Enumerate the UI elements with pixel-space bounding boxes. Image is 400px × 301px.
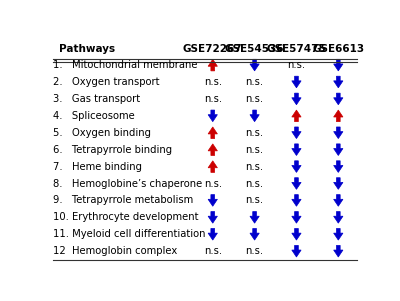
Text: n.s.: n.s. [204,94,222,104]
Polygon shape [250,212,259,223]
Polygon shape [334,127,343,138]
Text: 2.   Oxygen transport: 2. Oxygen transport [53,77,160,87]
Polygon shape [292,212,301,223]
Polygon shape [292,178,301,189]
Text: GSE57475: GSE57475 [266,44,326,54]
Polygon shape [292,144,301,156]
Text: 6.   Tetrapyrrole binding: 6. Tetrapyrrole binding [53,145,172,155]
Text: 11. Myeloid cell differentiation: 11. Myeloid cell differentiation [53,229,206,239]
Polygon shape [334,178,343,189]
Text: n.s.: n.s. [246,128,264,138]
Polygon shape [208,212,218,223]
Text: 12  Hemoglobin complex: 12 Hemoglobin complex [53,246,177,256]
Polygon shape [292,161,301,172]
Text: Pathways: Pathways [59,44,116,54]
Text: n.s.: n.s. [246,162,264,172]
Polygon shape [334,228,343,240]
Text: n.s.: n.s. [246,77,264,87]
Text: GSE6613: GSE6613 [312,44,364,54]
Text: GSE72267: GSE72267 [183,44,242,54]
Text: GSE54536: GSE54536 [225,44,284,54]
Polygon shape [292,93,301,105]
Polygon shape [334,110,343,122]
Text: n.s.: n.s. [246,94,264,104]
Polygon shape [292,110,301,122]
Polygon shape [292,127,301,138]
Text: n.s.: n.s. [204,246,222,256]
Polygon shape [334,59,343,71]
Text: 3.   Gas transport: 3. Gas transport [53,94,140,104]
Polygon shape [208,59,218,71]
Polygon shape [334,195,343,206]
Text: 7.   Heme binding: 7. Heme binding [53,162,142,172]
Polygon shape [334,212,343,223]
Text: n.s.: n.s. [287,60,306,70]
Polygon shape [334,76,343,88]
Polygon shape [250,110,259,122]
Polygon shape [334,144,343,156]
Text: 9.   Tetrapyrrole metabolism: 9. Tetrapyrrole metabolism [53,195,193,206]
Polygon shape [292,228,301,240]
Text: 10. Erythrocyte development: 10. Erythrocyte development [53,213,198,222]
Polygon shape [208,161,218,172]
Polygon shape [292,76,301,88]
Polygon shape [292,195,301,206]
Polygon shape [208,195,218,206]
Text: 1.   Mitochondrial membrane: 1. Mitochondrial membrane [53,60,198,70]
Polygon shape [208,127,218,138]
Polygon shape [334,245,343,257]
Text: 8.   Hemoglobine’s chaperone: 8. Hemoglobine’s chaperone [53,178,202,188]
Text: n.s.: n.s. [204,178,222,188]
Polygon shape [208,228,218,240]
Text: 4.   Spliceosome: 4. Spliceosome [53,111,135,121]
Polygon shape [334,161,343,172]
Polygon shape [250,59,259,71]
Polygon shape [250,228,259,240]
Polygon shape [292,245,301,257]
Polygon shape [334,93,343,105]
Polygon shape [208,144,218,156]
Text: n.s.: n.s. [246,195,264,206]
Text: n.s.: n.s. [204,77,222,87]
Text: n.s.: n.s. [246,145,264,155]
Text: 5.   Oxygen binding: 5. Oxygen binding [53,128,151,138]
Text: n.s.: n.s. [246,246,264,256]
Polygon shape [208,110,218,122]
Text: n.s.: n.s. [246,178,264,188]
